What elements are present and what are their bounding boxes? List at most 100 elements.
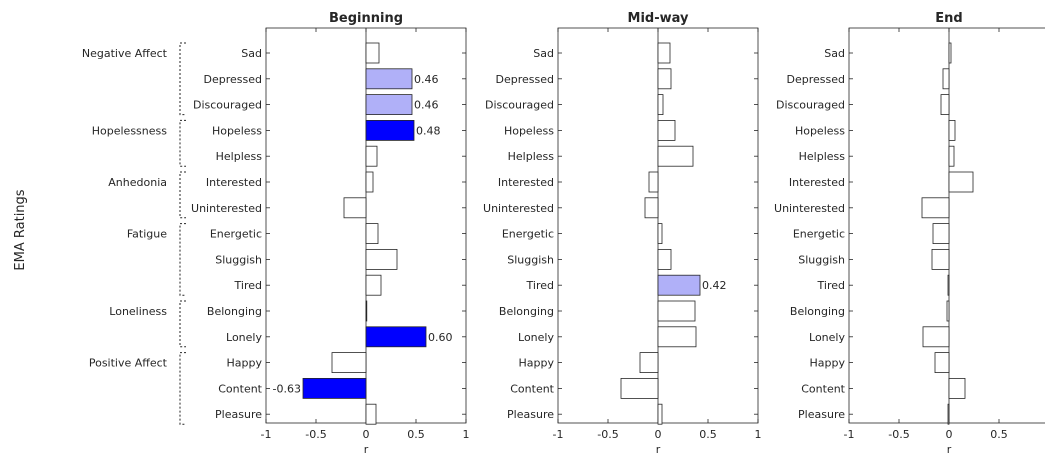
group-label: Loneliness: [109, 305, 167, 318]
x-tick-label: -1: [553, 428, 564, 441]
group-bracket: [179, 171, 186, 219]
bar-sluggish: [657, 248, 672, 270]
category-label-discouraged: Discouraged: [776, 99, 845, 112]
bar-discouraged: [940, 94, 950, 115]
bar-sad: [657, 42, 671, 64]
panel-mid-way: Mid-way -1 -0.5 0 0.5 1 r Sad Depressed Discourag…: [483, 11, 761, 456]
x-tick-label: -1: [844, 428, 855, 441]
data-label-discouraged: 0.46: [414, 99, 439, 112]
x-tick-label: 0.5: [407, 428, 425, 441]
data-label-hopeless: 0.48: [416, 124, 441, 137]
bar-energetic: [365, 223, 379, 245]
category-label-content: Content: [218, 382, 262, 395]
category-label-belonging: Belonging: [499, 305, 554, 318]
bar-helpless: [948, 145, 955, 167]
chart-panels: Beginning -1 -0.5 0 0.5 1 r Sad Depressed 0.46 Dis…: [191, 11, 1045, 456]
bar-lonely: [922, 326, 950, 348]
category-label-uninterested: Uninterested: [191, 202, 262, 215]
bar-helpless: [365, 145, 378, 167]
bar-hopeless: [948, 120, 956, 141]
category-label-lonely: Lonely: [226, 331, 262, 344]
category-label-lonely: Lonely: [518, 331, 554, 344]
bar-interested: [948, 171, 974, 193]
group-label: Hopelessness: [92, 124, 168, 137]
x-axis-label: r: [656, 443, 661, 456]
data-label-depressed: 0.46: [414, 73, 439, 86]
group-bracket: [179, 300, 186, 348]
category-label-energetic: Energetic: [793, 228, 845, 241]
x-tick-label: -0.5: [597, 428, 618, 441]
category-label-tired: Tired: [234, 279, 262, 292]
group-bracket: [179, 352, 186, 425]
group-label: Anhedonia: [108, 176, 167, 189]
x-tick-label: 0: [363, 428, 370, 441]
category-label-energetic: Energetic: [210, 228, 262, 241]
bar-belonging: [365, 300, 368, 322]
bar-tired: [947, 274, 950, 296]
category-label-hopeless: Hopeless: [504, 124, 554, 137]
bar-depressed: [942, 68, 950, 90]
bar-sad: [365, 42, 380, 64]
bar-energetic: [932, 223, 950, 245]
x-tick-label: -0.5: [305, 428, 326, 441]
group-hopelessness: Hopelessness: [92, 119, 186, 167]
category-label-sluggish: Sluggish: [798, 253, 845, 266]
group-bracket: [179, 119, 186, 167]
category-label-interested: Interested: [206, 176, 262, 189]
bar-pleasure: [947, 403, 950, 425]
group-label: Positive Affect: [89, 357, 168, 370]
bar-uninterested: [343, 197, 367, 219]
category-label-content: Content: [801, 382, 845, 395]
bar-content: [620, 377, 659, 399]
category-label-discouraged: Discouraged: [485, 99, 554, 112]
group-fatigue: Fatigue: [127, 223, 186, 296]
category-label-sluggish: Sluggish: [507, 253, 554, 266]
category-label-helpless: Helpless: [508, 150, 555, 163]
category-label-happy: Happy: [810, 357, 846, 370]
category-label-sluggish: Sluggish: [215, 253, 262, 266]
category-label-happy: Happy: [227, 357, 263, 370]
y-axis-label: EMA Ratings: [13, 189, 28, 270]
bar-depressed: [657, 68, 672, 90]
category-label-helpless: Helpless: [799, 150, 846, 163]
data-label-lonely: 0.60: [428, 331, 453, 344]
x-axis-label: r: [947, 443, 952, 456]
group-positive-affect: Positive Affect: [89, 352, 186, 425]
category-label-lonely: Lonely: [809, 331, 845, 344]
group-label: Negative Affect: [82, 47, 168, 60]
panel-title: Mid-way: [628, 11, 689, 26]
category-label-belonging: Belonging: [790, 305, 845, 318]
bar-sluggish: [365, 248, 398, 270]
bar-pleasure: [657, 403, 663, 425]
panel-title: End: [935, 11, 962, 26]
bar-discouraged: [365, 94, 413, 115]
group-bracket: [179, 223, 186, 296]
bar-tired: [657, 274, 701, 296]
bar-happy: [639, 352, 659, 374]
panel-end: End -1 -0.5 0 0.5 r Sad Depressed Discouraged Hop…: [774, 11, 1045, 456]
x-tick-label: -1: [261, 428, 272, 441]
group-loneliness: Loneliness: [109, 300, 186, 348]
bar-content: [302, 377, 367, 399]
bar-tired: [365, 274, 382, 296]
category-label-depressed: Depressed: [496, 73, 554, 86]
category-label-tired: Tired: [526, 279, 554, 292]
bar-happy: [331, 352, 367, 374]
bar-happy: [934, 352, 950, 374]
data-label-content: -0.63: [273, 382, 301, 395]
bar-sad: [948, 42, 952, 64]
category-label-depressed: Depressed: [787, 73, 845, 86]
category-label-helpless: Helpless: [216, 150, 263, 163]
category-label-sad: Sad: [533, 47, 554, 60]
x-tick-label: -0.5: [888, 428, 909, 441]
category-label-discouraged: Discouraged: [193, 99, 262, 112]
x-axis-label: r: [364, 443, 369, 456]
bar-sluggish: [931, 248, 950, 270]
x-tick-label: 0: [946, 428, 953, 441]
category-label-sad: Sad: [241, 47, 262, 60]
panel-title: Beginning: [329, 11, 403, 26]
bar-lonely: [365, 326, 427, 348]
bar-belonging: [657, 300, 696, 322]
category-label-pleasure: Pleasure: [215, 408, 262, 421]
x-tick-label: 0.5: [699, 428, 717, 441]
